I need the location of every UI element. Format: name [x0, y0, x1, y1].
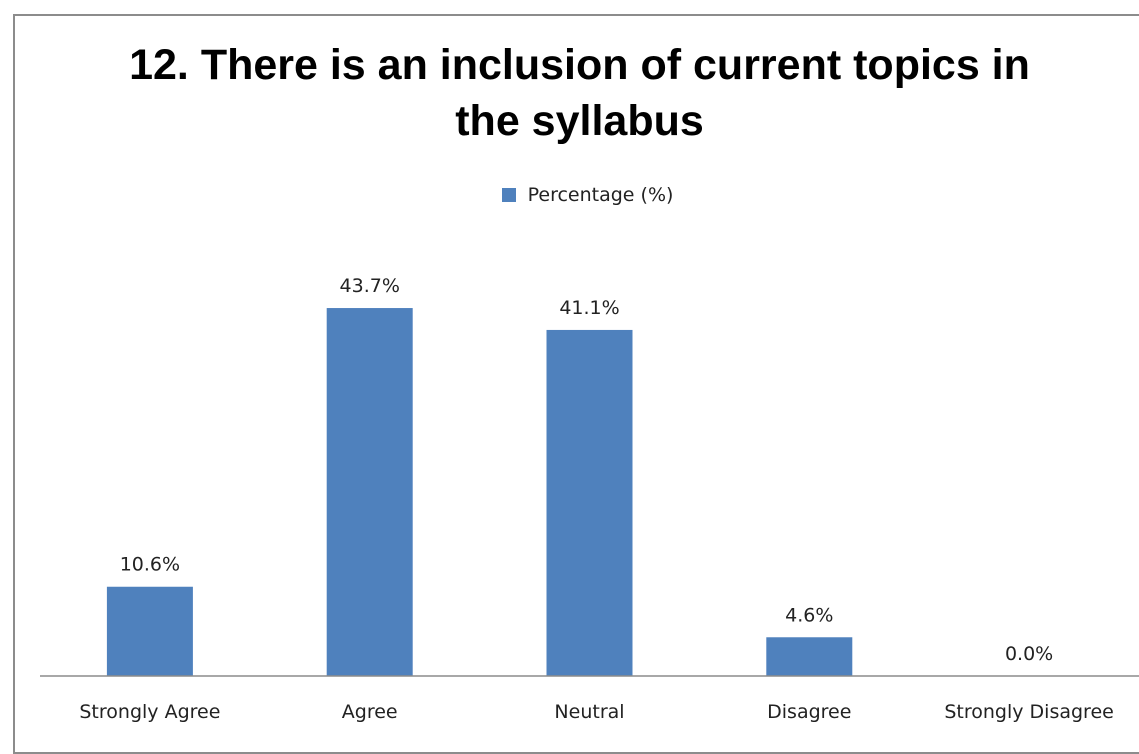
- x-tick-label: Strongly Disagree: [944, 701, 1113, 723]
- data-label: 10.6%: [120, 554, 180, 576]
- legend-swatch: [501, 188, 516, 202]
- x-tick-label: Agree: [342, 701, 398, 723]
- x-tick-labels-group: Strongly Agree Agree Neutral Disagree Strong…: [79, 701, 1113, 723]
- bar-agree: [326, 308, 413, 676]
- bar-chart-plot: 10.6% 43.7% 41.1% 4.6% 0.0% Strongly Agree Ag…: [40, 275, 1139, 723]
- legend: Percentage (%): [0, 184, 1139, 206]
- bars-group: [106, 308, 853, 676]
- x-tick-label: Disagree: [767, 701, 851, 723]
- x-tick-label: Strongly Agree: [79, 701, 220, 723]
- chart-title: 12. There is an inclusion of current top…: [129, 41, 1030, 145]
- bar-disagree: [766, 637, 853, 676]
- data-label: 4.6%: [785, 604, 833, 626]
- data-label: 41.1%: [559, 297, 619, 319]
- data-labels-group: 10.6% 43.7% 41.1% 4.6% 0.0%: [120, 275, 1054, 665]
- bar-strongly-agree: [106, 586, 193, 676]
- legend-label: Percentage (%): [527, 184, 674, 206]
- x-tick-label: Neutral: [554, 701, 624, 723]
- data-label: 0.0%: [1005, 643, 1053, 665]
- bar-neutral: [546, 329, 633, 676]
- data-label: 43.7%: [340, 275, 400, 297]
